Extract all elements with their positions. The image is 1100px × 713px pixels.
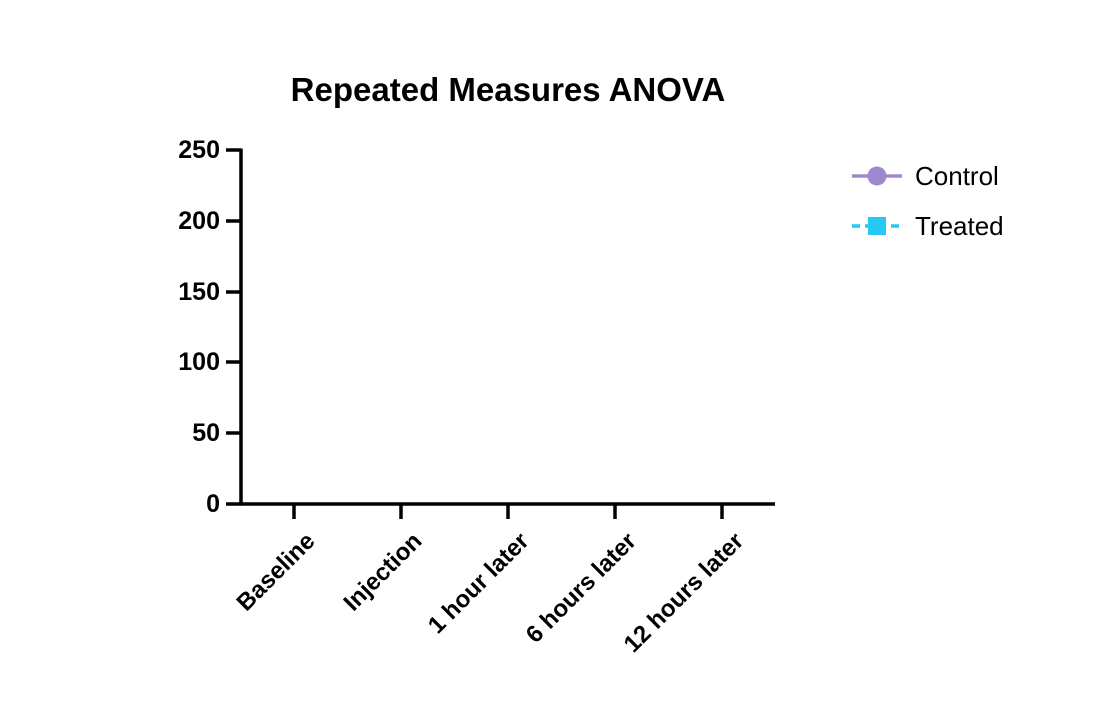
- square-marker-icon: [868, 217, 886, 235]
- plot-area: [243, 150, 775, 502]
- legend-item-control: Control: [849, 162, 999, 190]
- legend-label-control: Control: [915, 161, 999, 191]
- x-tick-marks: [292, 504, 724, 519]
- circle-marker-icon: [867, 166, 887, 186]
- y-tick-label: 100: [178, 348, 220, 376]
- chart-title: Repeated Measures ANOVA: [290, 71, 726, 108]
- legend-marker-control: [852, 166, 902, 186]
- y-tick-marks: [226, 148, 241, 506]
- y-tick-label: 150: [178, 278, 220, 306]
- y-tick-label: 0: [206, 490, 220, 518]
- legend-item-treated: Treated: [849, 212, 1004, 240]
- y-tick-label: 250: [178, 136, 220, 164]
- legend-label-treated: Treated: [915, 211, 1004, 241]
- y-tick-label: 50: [192, 419, 220, 447]
- legend-marker-treated: [852, 217, 902, 235]
- y-tick-label: 200: [178, 207, 220, 235]
